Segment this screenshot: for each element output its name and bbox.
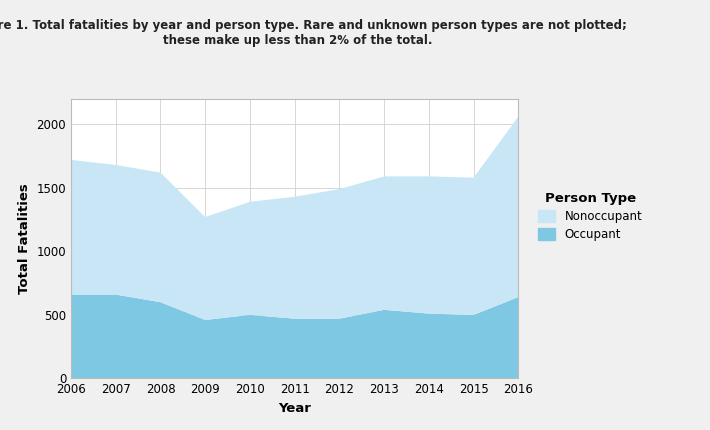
Y-axis label: Total Fatalities: Total Fatalities (18, 183, 31, 294)
Text: Figure 1. Total fatalities by year and person type. Rare and unknown person type: Figure 1. Total fatalities by year and p… (0, 19, 627, 47)
X-axis label: Year: Year (278, 402, 311, 415)
Legend: Nonoccupant, Occupant: Nonoccupant, Occupant (537, 192, 643, 240)
